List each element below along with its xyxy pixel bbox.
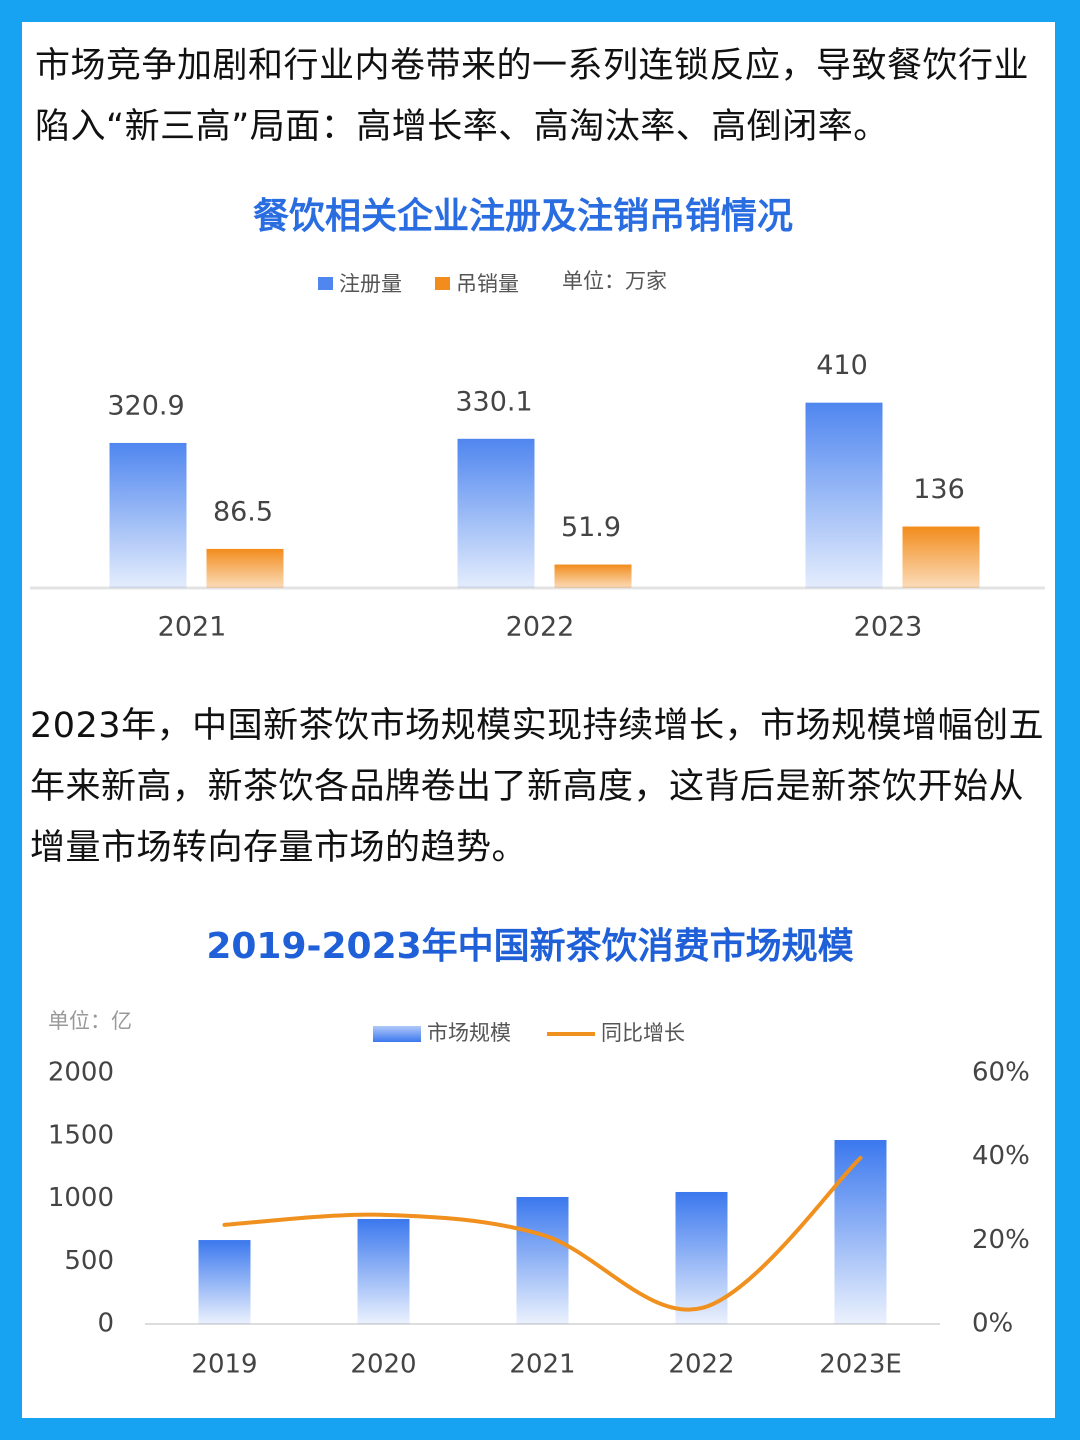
paragraph: 市场竞争加剧和行业内卷带来的一系列连锁反应，导致餐饮行业陷入“新三高”局面：高增…: [35, 46, 1030, 147]
legend-swatch: [435, 277, 450, 290]
x-tick-label: 2022: [506, 612, 575, 643]
legend-swatch: [318, 277, 333, 290]
y2-tick-label: 20%: [972, 1225, 1030, 1255]
bar: [902, 526, 980, 588]
y-tick-label: 1500: [48, 1120, 114, 1150]
x-tick-label: 2023E: [819, 1350, 902, 1380]
y2-tick-label: 60%: [972, 1058, 1030, 1088]
x-tick-label: 2023: [854, 612, 923, 643]
legend-swatch: [373, 1026, 421, 1042]
legend-label: 同比增长: [601, 1021, 685, 1045]
x-tick-label: 2021: [158, 612, 227, 643]
y2-tick-label: 0%: [972, 1309, 1013, 1339]
bar: [834, 1140, 887, 1324]
data-label: 51.9: [561, 512, 621, 543]
paragraph: 2023年，中国新茶饮市场规模实现持续增长，市场规模增幅创五年来新高，新茶饮各品…: [30, 706, 1045, 868]
x-tick-label: 2022: [668, 1350, 734, 1380]
bar: [805, 402, 883, 588]
unit-label: 单位：亿: [48, 1009, 132, 1033]
data-label: 136: [913, 474, 965, 505]
bar: [109, 442, 187, 588]
chart-title: 餐饮相关企业注册及注销吊销情况: [253, 195, 793, 237]
chart-title: 2019-2023年中国新茶饮消费市场规模: [206, 926, 853, 967]
bar: [554, 564, 632, 588]
legend-label: 吊销量: [456, 272, 519, 296]
bar: [198, 1240, 251, 1324]
legend-label: 市场规模: [427, 1021, 511, 1045]
y-tick-label: 0: [97, 1309, 114, 1339]
x-tick-label: 2019: [191, 1350, 257, 1380]
y-tick-label: 1000: [48, 1183, 114, 1213]
unit-label: 单位：万家: [562, 269, 667, 293]
y2-tick-label: 40%: [972, 1141, 1030, 1171]
data-label: 320.9: [107, 390, 184, 421]
data-label: 86.5: [213, 496, 273, 527]
x-tick-label: 2021: [509, 1350, 575, 1380]
legend-label: 注册量: [339, 272, 402, 296]
bar: [206, 548, 284, 588]
bar: [357, 1218, 410, 1324]
y-tick-label: 500: [64, 1246, 114, 1276]
bar: [675, 1191, 728, 1324]
y-tick-label: 2000: [48, 1058, 114, 1088]
x-tick-label: 2020: [350, 1350, 416, 1380]
data-label: 410: [816, 350, 868, 381]
line: [222, 1155, 863, 1312]
data-label: 330.1: [455, 386, 532, 417]
bar: [457, 438, 535, 588]
bar: [516, 1196, 569, 1324]
